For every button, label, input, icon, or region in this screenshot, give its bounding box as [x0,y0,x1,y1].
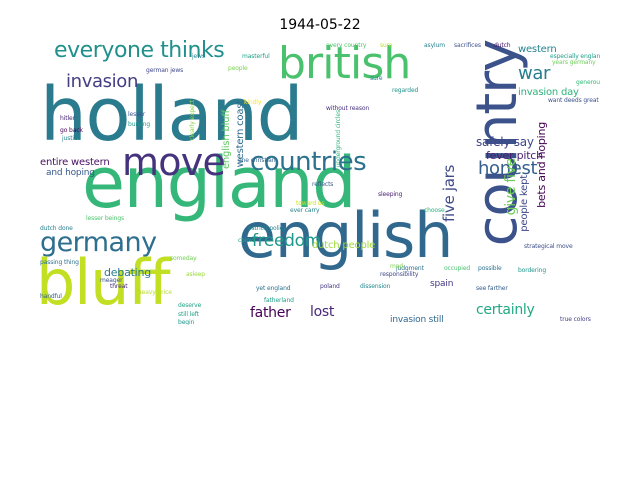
cloud-word: ostrich policy [248,225,287,232]
cloud-word: lesser beings [86,215,125,222]
cloud-word: freedom [252,231,321,251]
cloud-word: father [250,305,291,321]
cloud-word: western [518,44,557,55]
cloud-word: move [122,140,226,184]
cloud-word: british [278,40,411,89]
cloud-word: heavy price [138,289,172,296]
cloud-word: begin [178,319,195,326]
cloud-word: dutch people [312,240,376,251]
cloud-word: see farther [476,285,508,292]
cloud-word: safely say [476,135,534,149]
cloud-word: invasion still [390,315,444,325]
cloud-word: dutch [494,42,511,49]
cloud-word: possible [478,265,502,272]
cloud-word: war [518,63,551,84]
cloud-word: handful [40,293,62,300]
cloud-word: germany [40,227,157,258]
cloud-word: reflects [312,181,334,188]
cloud-word: occupied [444,265,471,272]
cloud-word: deserve [178,302,202,309]
cloud-word: fatherland [264,297,294,304]
cloud-word: sure [370,75,383,82]
cloud-word: want deeds great [548,97,599,104]
cloud-word: give five [503,158,519,216]
cloud-word: invasion day [518,87,579,98]
cloud-word: burying [128,121,151,128]
cloud-word: threat [110,283,128,290]
cloud-word: masterful [242,53,270,60]
cloud-word: lost [310,304,335,320]
cloud-word: people [228,65,248,72]
cloud-word: english [238,199,453,272]
cloud-word: judgment [396,265,424,272]
cloud-word: go back [60,127,83,134]
cloud-word: someday [170,255,197,262]
cloud-word: jews [192,53,205,60]
cloud-word: responsibility [380,271,419,278]
cloud-word: one christian [238,157,276,164]
cloud-word: honest [478,158,538,179]
cloud-word: poland [320,283,340,290]
cloud-word: especially england [550,53,600,60]
cloud-word: passing thing [40,259,79,266]
cloud-word: clearly expect [189,100,196,141]
cloud-word: spain [430,279,454,289]
cloud-word: justice [62,135,81,142]
cloud-word: choose [424,207,445,214]
cloud-word: german jews [146,67,184,74]
cloud-word: bluff [40,246,171,319]
cloud-word: people kept [519,175,530,232]
cloud-word: true colors [560,316,591,323]
cloud-word: countries [250,147,367,177]
figure-title: 1944-05-22 [279,17,361,33]
cloud-word: everyone thinks [54,40,225,63]
cloud-word: hitler [60,115,75,122]
cloud-word: and hoping [46,168,95,178]
cloud-word: sacrifices [454,42,481,49]
cloud-word: sure [380,42,393,49]
cloud-word: meager [100,277,123,284]
cloud-word: without reason [326,105,370,112]
word-cloud: holland england english bluff country british… [40,40,600,325]
cloud-word: invasion [66,71,139,92]
cloud-word: bordering [518,267,547,274]
cloud-word: fever pitch [486,149,543,162]
cloud-word: kindly [244,99,262,106]
cloud-word: regarded [392,87,419,94]
cloud-word: every country [326,42,367,49]
cloud-word: ever carry [290,207,320,214]
cloud-word: years germany [552,59,596,66]
cloud-word: debating [104,266,152,279]
cloud-word: sleeping [378,191,403,198]
cloud-word: certainly [476,302,535,318]
cloud-word: lesser [128,111,146,118]
cloud-word: english bluff [221,110,232,170]
cloud-word: yet england [256,285,291,292]
cloud-word: generous help [576,79,600,86]
cloud-word: strategical move [524,243,573,250]
cloud-word: mad [390,263,403,270]
cloud-word: underground circles [335,110,342,168]
cloud-word: colors [238,237,256,244]
cloud-word: asleep [186,271,205,278]
cloud-word: entire western [40,157,110,168]
cloud-word: dissension [360,283,391,290]
cloud-word: toward us [296,200,325,207]
cloud-word: dutch done [40,225,73,232]
cloud-word: holland [40,72,304,158]
cloud-word: bets and hoping [535,122,548,208]
cloud-word: england [82,142,357,224]
cloud-word: asylum [424,42,445,49]
cloud-word: still left [178,311,199,318]
